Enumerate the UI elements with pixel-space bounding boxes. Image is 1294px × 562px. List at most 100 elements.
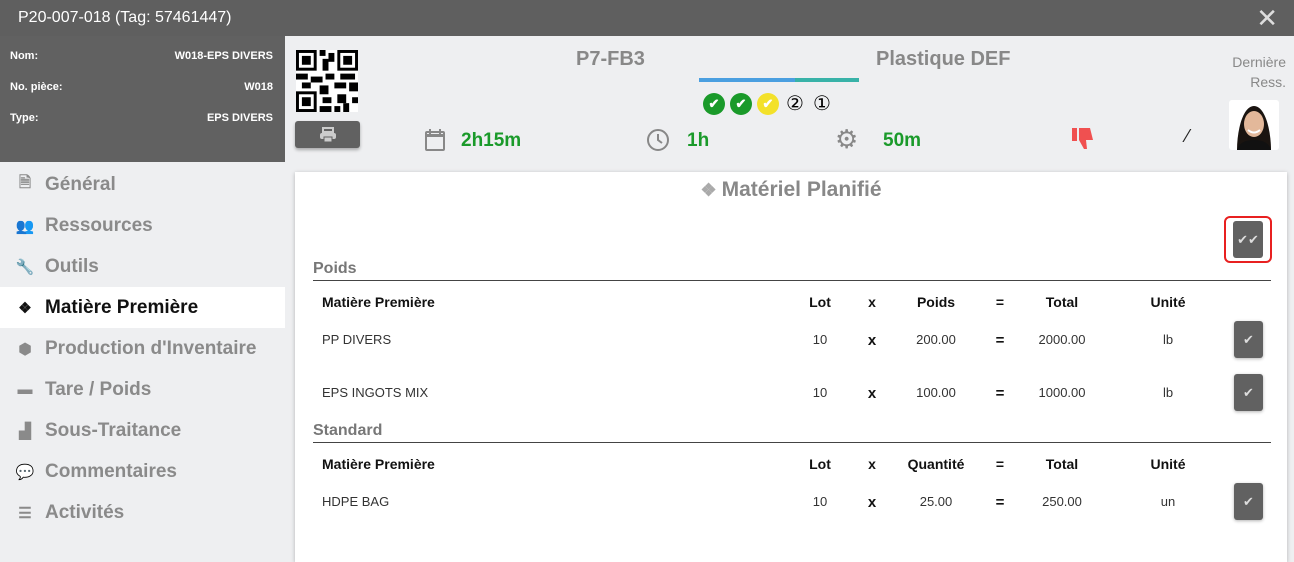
table-cell: un <box>1160 494 1176 509</box>
sidebar-item[interactable]: 🗎 Général <box>0 164 285 205</box>
list-icon: ☰ <box>18 504 32 522</box>
table-cell: lb <box>1162 385 1174 400</box>
table-cell: x <box>867 494 877 511</box>
table-cell: 10 <box>812 385 828 400</box>
check-icon: ✔ <box>1243 331 1254 347</box>
table-cell: 200.00 <box>916 332 956 347</box>
sidebar-item[interactable]: ▟ Sous-Traitance <box>0 410 285 451</box>
validate-row-button[interactable]: ✔ <box>1234 483 1263 520</box>
archive-icon: ▬ <box>17 381 33 398</box>
table-cell: 250.00 <box>1042 494 1082 509</box>
section-title: Standard <box>313 422 1271 443</box>
resource-avatar <box>1229 100 1279 150</box>
sidebar-item[interactable]: 💬 Commentaires <box>0 451 285 492</box>
document-icon: 🗎 <box>18 174 32 191</box>
wrench-icon: 🔧 <box>15 258 35 276</box>
panel-title: ❖ Matériel Planifié <box>295 178 1287 202</box>
validate-all-button[interactable]: ✔✔ <box>1224 216 1272 263</box>
column-header: x <box>868 456 876 472</box>
step-done-icon: ✔ <box>703 93 725 115</box>
gears-icon: ⚙ <box>835 124 859 154</box>
close-icon[interactable]: ✕ <box>1256 3 1278 33</box>
table-cell: EPS INGOTS MIX <box>322 385 429 400</box>
column-header: = <box>995 294 1005 310</box>
sidebar-item[interactable]: ⬢ Production d'Inventaire <box>0 328 285 369</box>
progress-bar <box>699 78 859 82</box>
sidebar-item-label: Matière Première <box>45 296 199 318</box>
table-header: Matière Première Lot x Quantité = Total Unité <box>295 456 1287 476</box>
window-title-bar: P20-007-018 (Tag: 57461447) ✕ <box>0 0 1294 36</box>
sidebar-item[interactable]: ❖ Matière Première <box>0 287 285 328</box>
print-button[interactable] <box>295 121 360 148</box>
table-row: PP DIVERS 10 x 200.00 = 2000.00 lb <box>295 332 1287 352</box>
step-1-icon: ① <box>813 93 831 115</box>
info-label: No. pièce: <box>10 81 63 93</box>
comments-icon: 💬 <box>15 463 35 481</box>
column-header: Matière Première <box>322 456 435 472</box>
part-info-panel: Nom: W018-EPS DIVERS No. pièce: W018 Type:… <box>0 36 285 162</box>
table-cell: 2000.00 <box>1038 332 1086 347</box>
thumbs-down-icon[interactable] <box>1072 127 1096 151</box>
table-row: EPS INGOTS MIX 10 x 100.00 = 1000.00 lb <box>295 385 1287 405</box>
duration-value: 2h15m <box>461 130 522 151</box>
table-cell: = <box>995 494 1005 511</box>
sidebar-item-label: Sous-Traitance <box>45 419 182 441</box>
info-value: W018 <box>244 81 273 93</box>
info-label: Type: <box>10 112 39 124</box>
step-current-icon: ✔ <box>757 93 779 115</box>
double-check-icon: ✔✔ <box>1233 221 1263 258</box>
column-header: Quantité <box>907 456 965 472</box>
time-value: 1h <box>687 130 710 151</box>
info-label: Nom: <box>10 50 39 62</box>
material-name: Plastique DEF <box>876 48 1011 70</box>
column-header: Total <box>1045 456 1079 472</box>
progress-fill <box>699 78 795 82</box>
table-cell: x <box>867 385 877 402</box>
magic-wand-icon[interactable]: ⁄ <box>1186 126 1190 146</box>
sidebar-item[interactable]: 👥 Ressources <box>0 205 285 246</box>
sidebar-item-label: Production d'Inventaire <box>45 337 257 359</box>
sidebar-nav: 🗎 Général 👥 Ressources 🔧 Outils ❖ Matière Premi… <box>0 164 285 533</box>
table-cell: 100.00 <box>916 385 956 400</box>
check-icon: ✔ <box>1243 384 1254 400</box>
table-cell: PP DIVERS <box>322 332 392 347</box>
column-header: = <box>995 456 1005 472</box>
sidebar-item-label: Ressources <box>45 214 153 236</box>
sidebar-item-label: Commentaires <box>45 460 177 482</box>
column-header: Lot <box>809 294 831 310</box>
column-header: Unité <box>1150 456 1186 472</box>
column-header: Matière Première <box>322 294 435 310</box>
table-cell: 10 <box>812 332 828 347</box>
step-2-icon: ② <box>786 93 804 115</box>
table-cell: = <box>995 385 1005 402</box>
window-title: P20-007-018 (Tag: 57461447) <box>18 9 232 26</box>
sidebar-item-label: Activités <box>45 501 125 523</box>
sidebar-item[interactable]: ☰ Activités <box>0 492 285 533</box>
cubes-icon: ❖ <box>700 180 722 200</box>
sidebar-item[interactable]: ▬ Tare / Poids <box>0 369 285 410</box>
validate-row-button[interactable]: ✔ <box>1234 321 1263 358</box>
table-cell: 25.00 <box>919 494 953 509</box>
sidebar-item-label: Tare / Poids <box>45 378 152 400</box>
panel-title-text: Matériel Planifié <box>721 178 882 201</box>
table-cell: HDPE BAG <box>322 494 390 509</box>
clock-icon <box>647 129 669 151</box>
users-icon: 👥 <box>15 217 35 235</box>
sidebar-item-label: Général <box>45 173 116 195</box>
sidebar-item[interactable]: 🔧 Outils <box>0 246 285 287</box>
info-value: W018-EPS DIVERS <box>174 50 273 62</box>
qr-code-icon <box>296 50 358 112</box>
table-cell: 10 <box>812 494 828 509</box>
printer-icon <box>319 126 336 142</box>
cubes-icon: ❖ <box>18 299 32 317</box>
last-resource-label: Dernière Ress. <box>1232 54 1286 90</box>
check-icon: ✔ <box>1243 493 1254 509</box>
validate-row-button[interactable]: ✔ <box>1234 374 1263 411</box>
step-done-icon: ✔ <box>730 93 752 115</box>
info-value: EPS DIVERS <box>206 112 273 124</box>
step-indicators: ✔ ✔ ✔ ② ① <box>703 93 838 115</box>
setup-value: 50m <box>883 130 922 151</box>
planned-material-panel: ❖ Matériel Planifié ✔✔ Poids Matière Prem… <box>295 172 1287 562</box>
calendar-icon <box>425 129 445 151</box>
sidebar-item-label: Outils <box>45 255 99 277</box>
